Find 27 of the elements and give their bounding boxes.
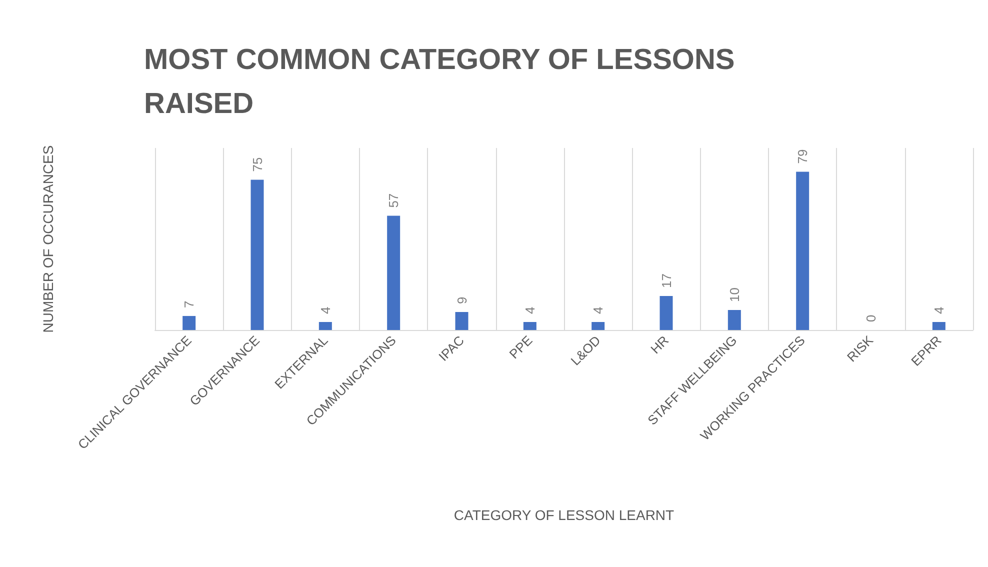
data-label: 75 bbox=[250, 157, 265, 172]
data-label: 57 bbox=[386, 193, 402, 208]
bar bbox=[318, 322, 332, 330]
data-label: 0 bbox=[863, 314, 878, 322]
data-label: 4 bbox=[590, 306, 606, 314]
x-tick-label: HR bbox=[648, 332, 672, 357]
data-label: 4 bbox=[318, 306, 333, 314]
bar bbox=[182, 316, 196, 330]
x-axis-title: CATEGORY OF LESSON LEARNT bbox=[454, 507, 675, 523]
data-label: 7 bbox=[182, 300, 197, 308]
data-label: 10 bbox=[726, 288, 742, 302]
bar bbox=[728, 310, 741, 330]
bar bbox=[250, 180, 264, 330]
bar bbox=[592, 322, 605, 330]
data-label: 9 bbox=[454, 296, 470, 304]
bar bbox=[796, 172, 810, 330]
bar bbox=[932, 322, 946, 330]
y-axis-title: NUMBER OF OCCURANCES bbox=[40, 145, 56, 333]
bar bbox=[660, 296, 673, 330]
bar bbox=[523, 322, 536, 330]
bar bbox=[387, 216, 400, 330]
data-label: 17 bbox=[658, 273, 674, 288]
data-label: 4 bbox=[522, 306, 538, 314]
chart-title: MOST COMMON CATEGORY OF LESSONS RAISED bbox=[144, 44, 743, 120]
data-label: 79 bbox=[795, 149, 810, 164]
data-label: 4 bbox=[931, 306, 946, 314]
bar bbox=[455, 312, 468, 330]
